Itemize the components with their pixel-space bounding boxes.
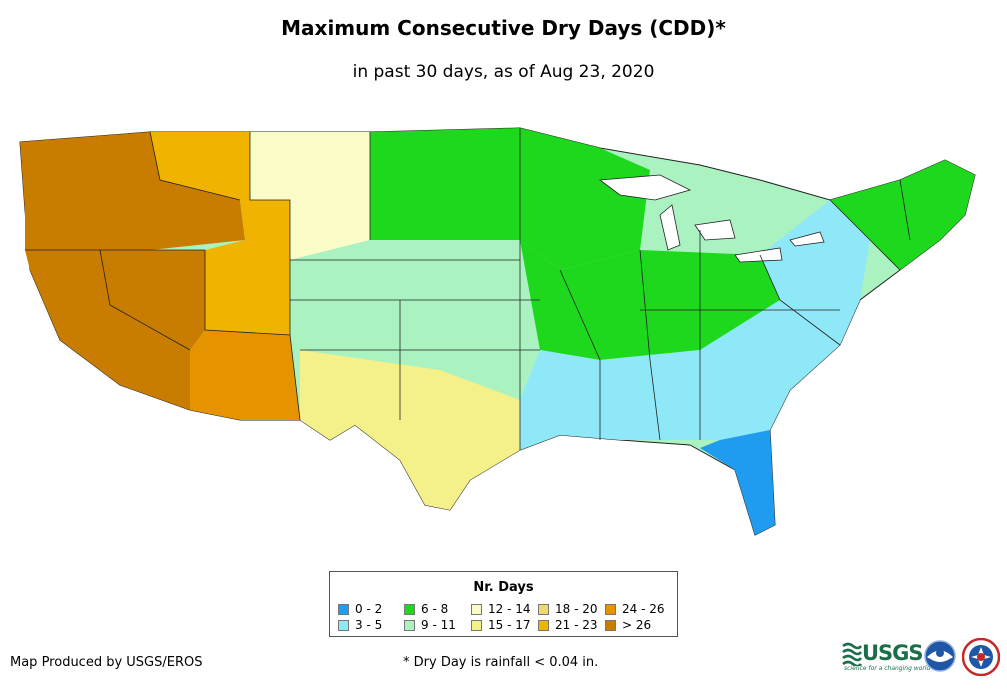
legend-label: 9 - 11 xyxy=(421,618,456,632)
dry-day-footnote: * Dry Day is rainfall < 0.04 in. xyxy=(403,655,599,670)
legend-swatch xyxy=(538,603,549,615)
legend-item-18-20: 18 - 20 xyxy=(538,602,598,616)
legend-swatch xyxy=(605,603,616,615)
legend-swatch xyxy=(338,619,349,631)
region-new-england xyxy=(830,160,975,270)
legend-swatch xyxy=(471,619,482,631)
legend-label: 6 - 8 xyxy=(421,602,449,616)
usgs-wordmark: USGS xyxy=(862,641,924,665)
great-lakes xyxy=(598,174,825,263)
region-california xyxy=(25,250,190,410)
region-rockies xyxy=(150,132,290,335)
region-southwest xyxy=(190,330,300,420)
legend-label: 3 - 5 xyxy=(355,618,383,632)
region-texas xyxy=(300,350,520,510)
legend-label: > 26 xyxy=(622,618,652,632)
legend-swatch xyxy=(404,603,415,615)
map-subtitle: in past 30 days, as of Aug 23, 2020 xyxy=(352,62,655,82)
legend-item-15-17: 15 - 17 xyxy=(471,618,531,632)
legend-swatch xyxy=(605,619,616,631)
state-boundaries xyxy=(25,128,911,450)
region-florida xyxy=(700,430,775,535)
legend-item-6-8: 6 - 8 xyxy=(404,602,448,616)
region-upper-midwest xyxy=(370,128,650,270)
legend-item-gt-26: > 26 xyxy=(605,618,651,632)
map-credit: Map Produced by USGS/EROS xyxy=(10,655,203,670)
nws-logo xyxy=(962,638,1000,676)
legend-label: 15 - 17 xyxy=(488,618,531,632)
map-title: Maximum Consecutive Dry Days (CDD)* xyxy=(281,16,726,40)
usgs-tagline: science for a changing world xyxy=(844,665,931,672)
noaa-logo xyxy=(924,640,956,672)
region-great-basin xyxy=(100,250,205,350)
legend-item-3-5: 3 - 5 xyxy=(338,618,382,632)
legend-swatch xyxy=(471,603,482,615)
legend-swatch xyxy=(338,603,349,615)
legend-item-24-26: 24 - 26 xyxy=(605,602,665,616)
legend-label: 0 - 2 xyxy=(355,602,383,616)
region-central-plains xyxy=(290,240,540,370)
us-cdd-map xyxy=(19,127,976,536)
region-pacific-northwest xyxy=(20,132,245,250)
legend-swatch xyxy=(538,619,549,631)
legend-swatch xyxy=(404,619,415,631)
legend-label: 12 - 14 xyxy=(488,602,531,616)
region-ohio-valley xyxy=(520,240,780,360)
legend-title: Nr. Days xyxy=(473,580,534,595)
legend-item-9-11: 9 - 11 xyxy=(404,618,456,632)
legend-box: Nr. Days 0 - 2 3 - 5 6 - 8 9 - 11 12 - 1… xyxy=(329,571,678,637)
region-northern-plains xyxy=(250,132,370,260)
usgs-logo: USGS science for a changing world xyxy=(842,640,930,674)
legend-label: 21 - 23 xyxy=(555,618,598,632)
legend-item-0-2: 0 - 2 xyxy=(338,602,382,616)
legend-label: 18 - 20 xyxy=(555,602,598,616)
legend-label: 24 - 26 xyxy=(622,602,665,616)
legend-item-21-23: 21 - 23 xyxy=(538,618,598,632)
region-northeast xyxy=(760,200,870,345)
usgs-wave-icon xyxy=(842,642,862,666)
legend-item-12-14: 12 - 14 xyxy=(471,602,531,616)
